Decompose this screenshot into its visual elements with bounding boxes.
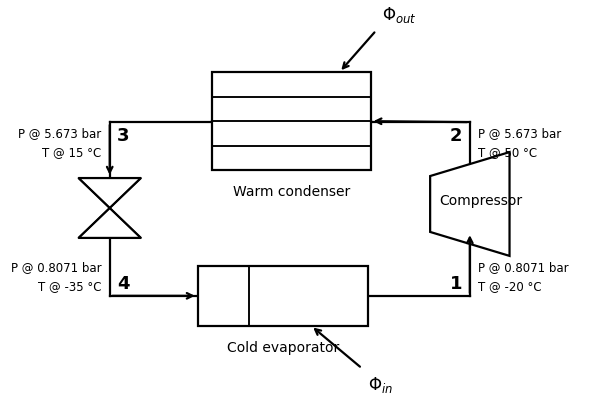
Text: 4: 4 [117, 274, 129, 292]
Text: P @ 5.673 bar
T @ 15 °C: P @ 5.673 bar T @ 15 °C [18, 127, 101, 159]
Text: Compressor: Compressor [440, 194, 523, 207]
Bar [212, 73, 371, 171]
Text: P @ 0.8071 bar
T @ -20 °C: P @ 0.8071 bar T @ -20 °C [478, 260, 569, 292]
Polygon shape [78, 178, 141, 209]
Polygon shape [430, 153, 509, 256]
Text: $\Phi_{out}$: $\Phi_{out}$ [382, 5, 417, 25]
Bar [197, 266, 368, 326]
Text: $\Phi_{in}$: $\Phi_{in}$ [368, 375, 393, 395]
Text: 3: 3 [117, 127, 129, 145]
Text: P @ 5.673 bar
T @ 50 °C: P @ 5.673 bar T @ 50 °C [478, 127, 562, 159]
Text: 2: 2 [450, 127, 462, 145]
Text: Warm condenser: Warm condenser [232, 184, 350, 198]
Polygon shape [78, 209, 141, 238]
Text: P @ 0.8071 bar
T @ -35 °C: P @ 0.8071 bar T @ -35 °C [10, 260, 101, 292]
Text: 1: 1 [450, 274, 462, 292]
Text: Cold evaporator: Cold evaporator [227, 340, 339, 354]
